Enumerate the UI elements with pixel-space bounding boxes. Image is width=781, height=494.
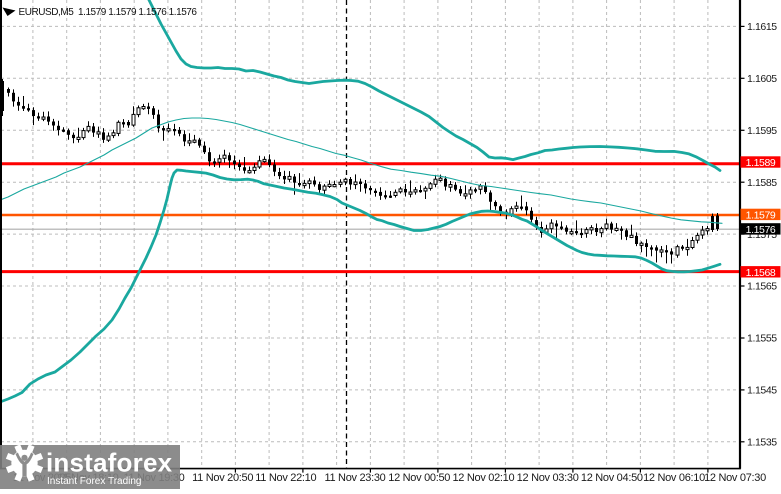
svg-text:12 Nov 00:50: 12 Nov 00:50 (388, 472, 450, 484)
svg-text:11 Nov 22:10: 11 Nov 22:10 (255, 472, 316, 484)
svg-text:11 Nov 23:30: 11 Nov 23:30 (324, 472, 385, 484)
svg-text:1.1568: 1.1568 (746, 267, 776, 279)
svg-text:1.1615: 1.1615 (747, 21, 777, 33)
svg-text:1.1555: 1.1555 (747, 333, 777, 345)
svg-text:11 Nov 20:50: 11 Nov 20:50 (192, 472, 253, 484)
svg-text:1.1535: 1.1535 (747, 437, 777, 449)
svg-text:12 Nov 02:10: 12 Nov 02:10 (452, 472, 514, 484)
svg-text:1.1576: 1.1576 (746, 224, 776, 236)
svg-text:Instant Forex Trading: Instant Forex Trading (47, 476, 142, 487)
svg-text:12 Nov 06:10: 12 Nov 06:10 (643, 472, 705, 484)
svg-text:1.1595: 1.1595 (747, 125, 777, 137)
svg-text:12 Nov 04:50: 12 Nov 04:50 (581, 472, 643, 484)
svg-text:12 Nov 07:30: 12 Nov 07:30 (704, 472, 766, 484)
svg-text:1.1545: 1.1545 (747, 385, 777, 397)
svg-text:1.1605: 1.1605 (747, 73, 777, 85)
svg-text:1.1579: 1.1579 (746, 209, 776, 221)
svg-text:1.1589: 1.1589 (746, 157, 776, 169)
svg-text:1.1565: 1.1565 (747, 281, 777, 293)
svg-text:EURUSD,M5 1.1579 1.1579 1.157: EURUSD,M5 1.1579 1.1579 1.1576 1.1576 (19, 7, 198, 18)
svg-text:instaforex: instaforex (46, 448, 173, 478)
svg-text:12 Nov 03:30: 12 Nov 03:30 (517, 472, 579, 484)
svg-text:1.1585: 1.1585 (747, 177, 777, 189)
